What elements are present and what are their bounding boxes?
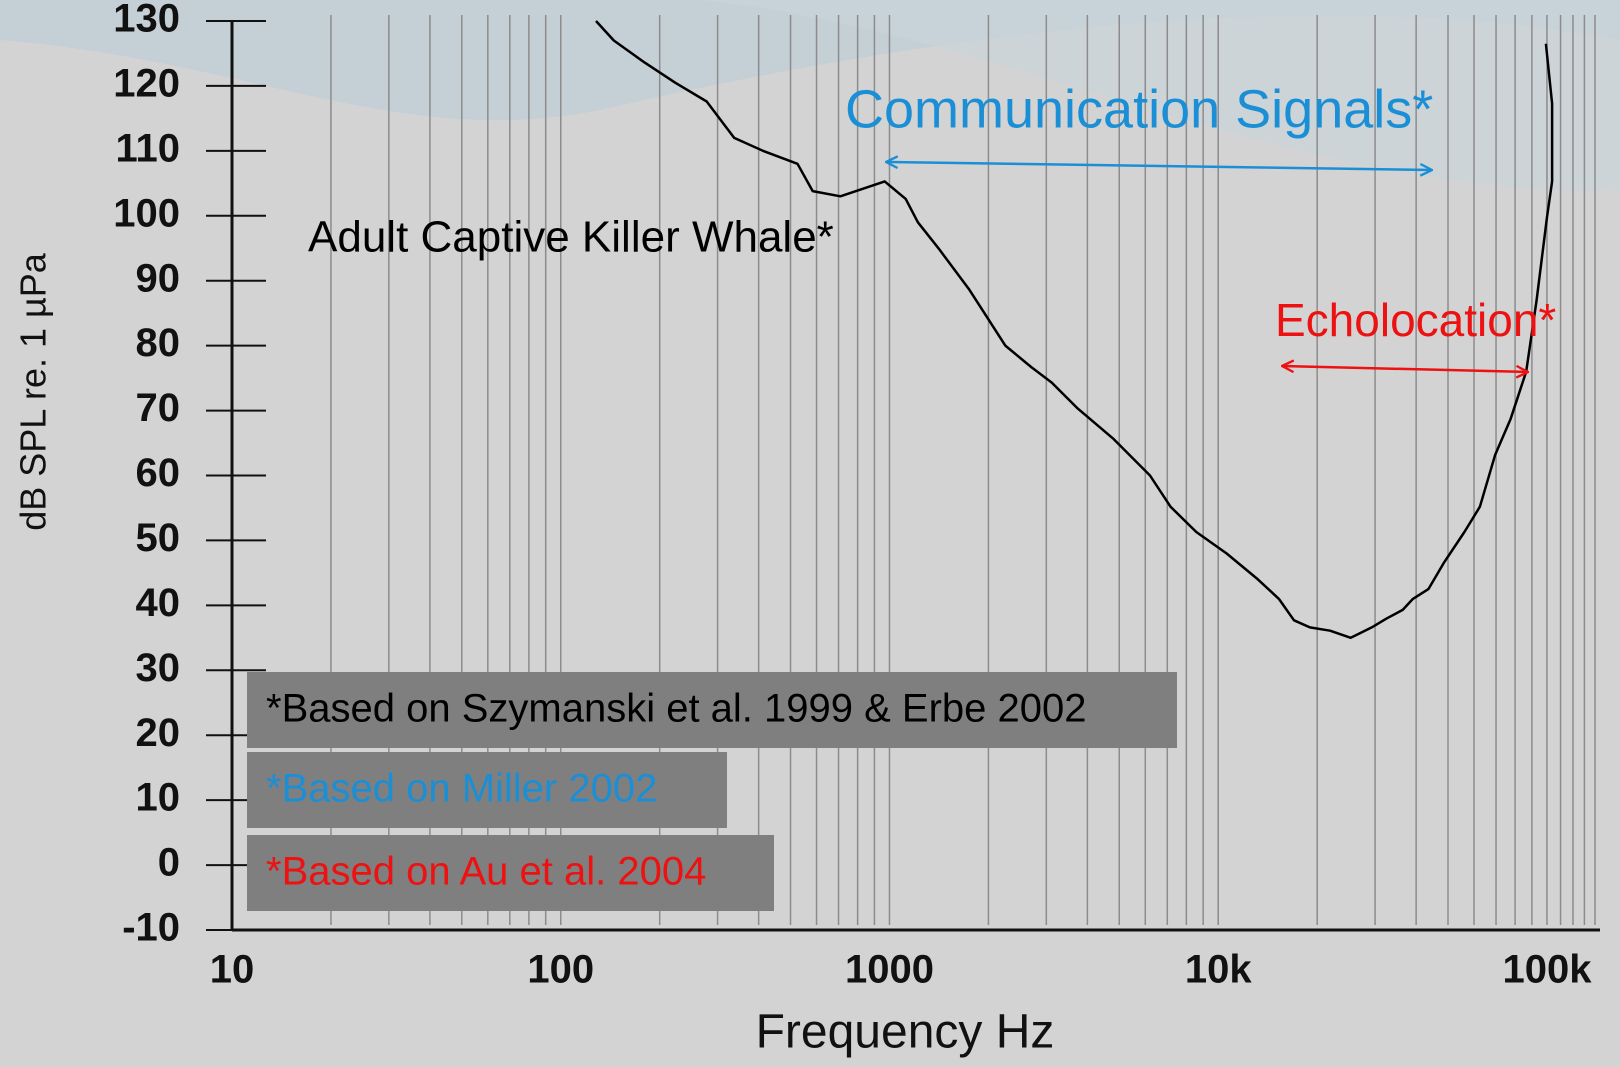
curve-label: Adult Captive Killer Whale*	[308, 213, 834, 262]
y-tick-label: 110	[115, 126, 180, 170]
note-box	[247, 752, 727, 828]
range-arrow	[1282, 366, 1528, 372]
x-axis-title: Frequency Hz	[756, 1006, 1055, 1059]
y-axis-title: dB SPL re. 1 µPa	[13, 252, 54, 531]
y-tick-label: 130	[113, 0, 180, 41]
range-arrow	[886, 162, 1432, 170]
y-tick-label: 100	[113, 191, 180, 235]
y-tick-label: 120	[113, 61, 180, 105]
x-tick-label: 100k	[1502, 948, 1592, 992]
background-wave	[0, 0, 1620, 121]
annotation: Echolocation*	[1275, 294, 1556, 346]
annotation: Communication Signals*	[845, 79, 1433, 139]
y-tick-label: 10	[136, 776, 181, 820]
x-tick-label: 10k	[1185, 948, 1252, 992]
x-tick-label: 100	[527, 948, 594, 992]
x-tick-label: 1000	[845, 948, 934, 992]
y-tick-label: 80	[136, 321, 181, 365]
background-wave	[700, 0, 1620, 191]
y-tick-label: -10	[122, 906, 180, 950]
y-tick-label: 50	[136, 516, 181, 560]
x-tick-label: 10	[210, 948, 255, 992]
note: *Based on Szymanski et al. 1999 & Erbe 2…	[266, 687, 1087, 731]
note: *Based on Miller 2002	[266, 767, 657, 811]
y-tick-label: 90	[136, 256, 181, 300]
curve	[595, 20, 1554, 640]
y-tick-label: 20	[136, 711, 181, 755]
y-tick-label: 0	[158, 841, 180, 885]
note: *Based on Au et al. 2004	[266, 850, 706, 894]
y-tick-label: 30	[136, 646, 181, 690]
y-tick-label: 70	[136, 386, 181, 430]
note-box	[247, 672, 1177, 748]
y-tick-label: 40	[136, 581, 181, 625]
y-tick-label: 60	[136, 451, 181, 495]
note-box	[247, 835, 774, 911]
